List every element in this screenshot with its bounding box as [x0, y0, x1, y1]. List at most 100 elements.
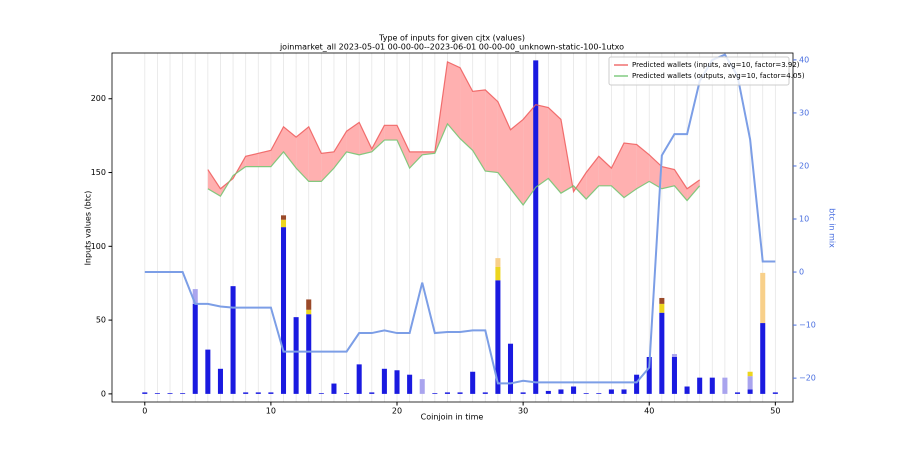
bar — [747, 389, 753, 394]
bar — [154, 393, 160, 394]
fill-between — [283, 126, 297, 169]
bar — [621, 389, 627, 394]
bar — [306, 299, 312, 310]
y2-tick-label: −10 — [799, 321, 816, 330]
x-tick-label: 20 — [392, 407, 402, 416]
legend-label: Predicted wallets (inputs, avg=10, facto… — [632, 61, 800, 69]
fill-between — [346, 122, 360, 155]
bar — [394, 370, 400, 394]
x-axis-label: Coinjoin in time — [421, 413, 484, 422]
bar — [596, 393, 602, 394]
bar — [608, 389, 614, 394]
bar — [457, 392, 463, 394]
bar — [192, 289, 198, 304]
bar — [671, 354, 677, 357]
bar — [293, 317, 299, 394]
y2-tick-label: 0 — [799, 268, 804, 277]
bar — [747, 371, 753, 377]
y-tick-label: 0 — [101, 389, 106, 398]
axes: 0 10 20 30 40 50050100150200−20−10010203040Pr… — [91, 52, 816, 416]
bar — [583, 393, 589, 394]
bar — [659, 303, 665, 313]
bar — [533, 60, 539, 394]
bar — [671, 356, 677, 394]
x-tick-label: 0 — [142, 407, 147, 416]
x-tick-label: 10 — [266, 407, 276, 416]
bar — [709, 377, 715, 394]
bar — [356, 364, 362, 394]
fill-between — [308, 126, 322, 182]
bar — [772, 392, 778, 394]
bar — [495, 280, 501, 394]
y2-axis-label: btc in mix — [828, 208, 837, 248]
fill-between — [649, 154, 662, 189]
fill-between — [447, 61, 461, 139]
bar — [684, 386, 690, 394]
bar — [482, 392, 488, 394]
fill-between — [397, 125, 410, 169]
fill-between — [245, 153, 259, 167]
y2-tick-label: −20 — [799, 374, 816, 383]
fill-between — [270, 126, 284, 167]
bar — [306, 309, 312, 315]
bar — [558, 389, 564, 394]
bar — [722, 377, 728, 394]
bar — [167, 393, 173, 394]
line — [207, 60, 701, 194]
fill-between — [510, 119, 524, 205]
bar — [495, 258, 501, 267]
bar — [407, 374, 413, 394]
y2-tick-label: 40 — [799, 55, 809, 64]
x-tick-label: 50 — [770, 407, 780, 416]
bar — [659, 297, 665, 304]
fill-between — [573, 172, 587, 200]
bar — [369, 392, 375, 394]
fill-between — [207, 169, 221, 197]
bar — [659, 312, 665, 394]
bar — [306, 314, 312, 394]
bar — [646, 356, 652, 394]
bar — [507, 343, 514, 394]
bar — [419, 379, 425, 394]
bar — [255, 392, 261, 394]
fill-between — [485, 89, 498, 173]
fill-between — [661, 166, 675, 189]
y2-tick-label: 10 — [799, 215, 809, 224]
x-tick-label: 40 — [644, 407, 654, 416]
bar — [760, 272, 766, 324]
bar — [243, 392, 249, 394]
fill-between — [611, 143, 625, 198]
bar — [571, 386, 577, 394]
legend: Predicted wallets (inputs, avg=10, facto… — [608, 56, 805, 86]
bar — [381, 368, 387, 394]
chart-subtitle: joinmarket_all 2023-05-01 00-00-00--2023… — [279, 43, 624, 52]
bar — [205, 349, 211, 394]
fill-between — [296, 126, 309, 182]
y-tick-label: 50 — [96, 316, 106, 325]
y-axis-label: Inputs values (btc) — [84, 191, 93, 266]
plot-area — [142, 53, 778, 402]
fill-between — [548, 107, 561, 194]
fill-between — [636, 144, 650, 189]
y2-tick-label: 20 — [799, 161, 809, 170]
bar — [344, 393, 350, 394]
bar — [280, 227, 287, 394]
line — [207, 122, 701, 207]
y-tick-label: 100 — [91, 242, 106, 251]
chart-title: Type of inputs for given cjtx (values) — [378, 34, 525, 43]
bar — [217, 368, 223, 394]
bar — [747, 376, 753, 390]
bar — [280, 215, 287, 220]
y-tick-label: 200 — [91, 94, 106, 103]
fill-between — [523, 104, 536, 205]
bar — [230, 286, 236, 394]
bar — [545, 390, 551, 394]
fill-between — [472, 89, 486, 172]
bar — [634, 374, 640, 394]
fill-between — [687, 179, 700, 201]
y-tick-label: 150 — [91, 168, 106, 177]
fill-between — [598, 156, 612, 186]
fill-between — [460, 67, 473, 151]
bar — [495, 266, 501, 281]
